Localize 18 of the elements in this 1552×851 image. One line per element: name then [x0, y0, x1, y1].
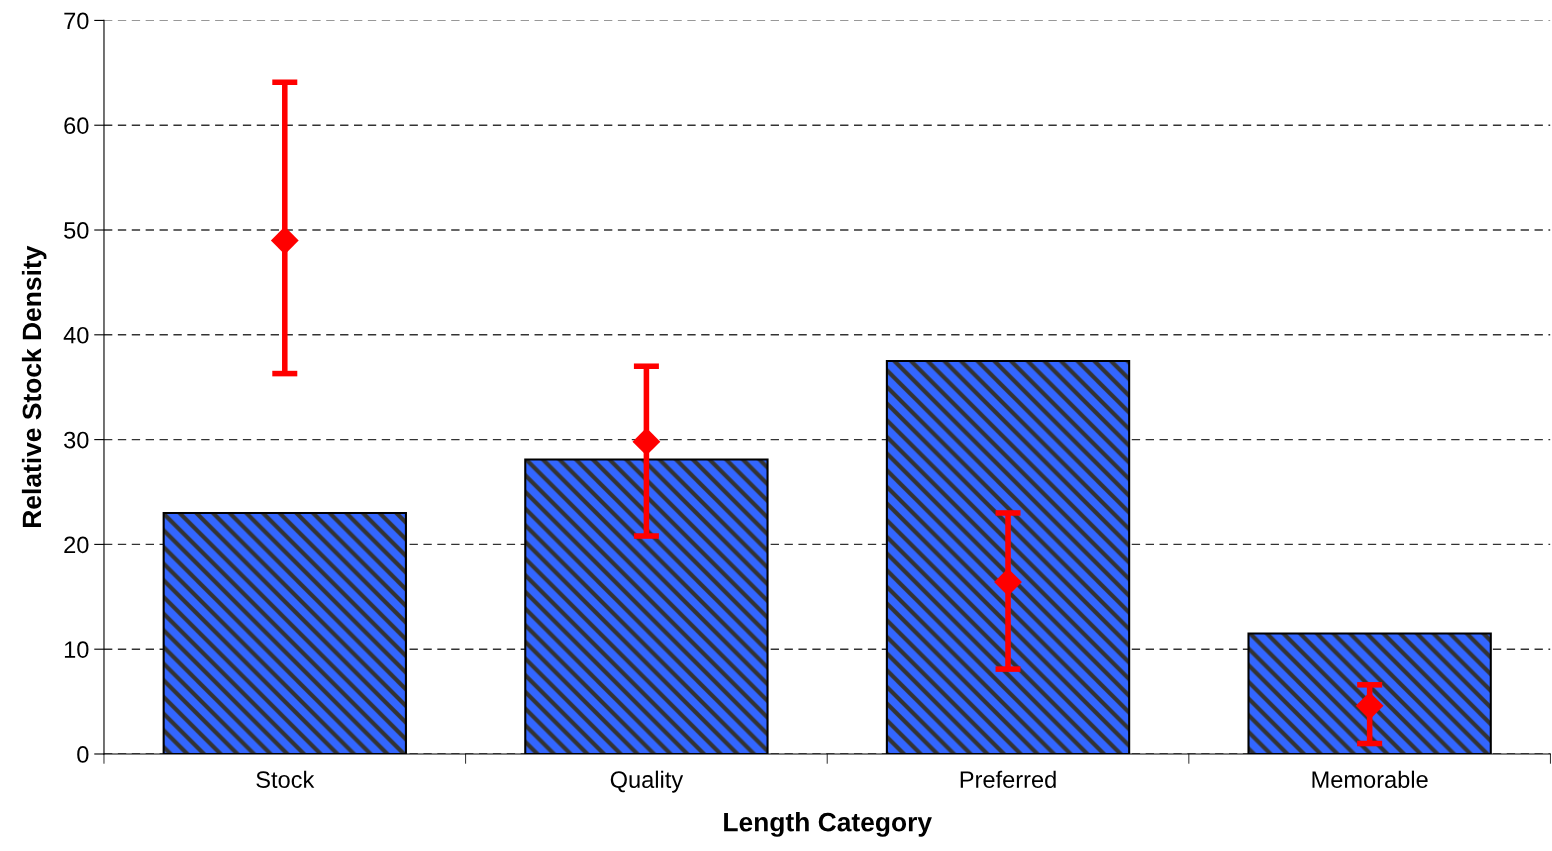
- point: [1355, 691, 1384, 720]
- y-tick-label: 70: [64, 12, 89, 30]
- y-tick-label: 60: [64, 117, 89, 135]
- x-tick-label: Preferred: [960, 770, 1056, 788]
- point: [994, 568, 1022, 597]
- y-tick-label: 10: [64, 641, 89, 658]
- x-tick-label: Memorable: [1312, 770, 1428, 788]
- point: [270, 226, 299, 255]
- y-axis-title: Relative Stock Density: [21, 245, 47, 527]
- y-tick-label: 30: [64, 431, 89, 449]
- point: [632, 427, 661, 456]
- x-tick-label: Stock: [256, 770, 315, 788]
- y-tick-label: 50: [64, 222, 89, 239]
- y-tick-label: 40: [63, 326, 89, 344]
- y-tick-label: 0: [77, 746, 89, 763]
- x-tick-label: Quality: [610, 770, 684, 793]
- x-axis-title: Length Category: [724, 812, 932, 837]
- y-tick-label: 20: [64, 536, 89, 554]
